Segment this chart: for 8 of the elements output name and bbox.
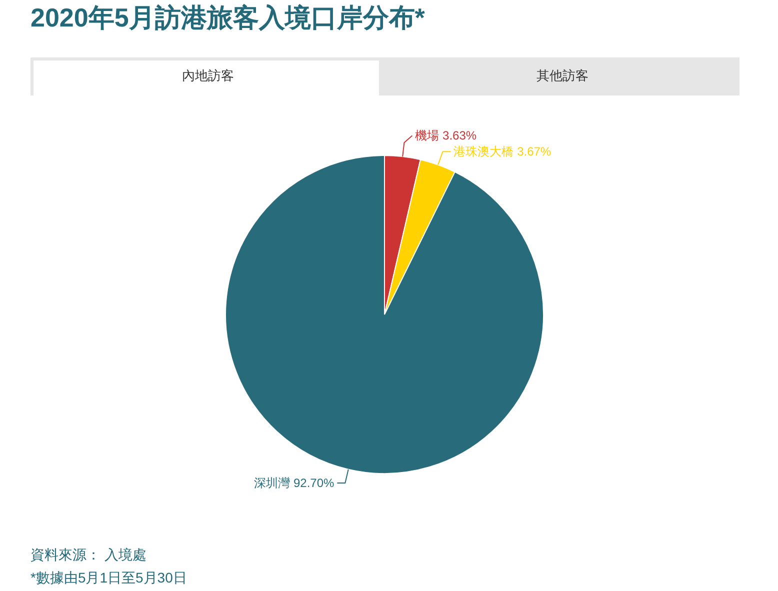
slice-label: 港珠澳大橋 3.67%	[454, 144, 552, 159]
text: 內地訪客	[182, 68, 234, 83]
slice-label: 深圳灣 92.70%	[254, 476, 334, 490]
chart-title: 2020年5月訪港旅客入境口岸分布*	[30, 2, 426, 32]
text: 其他訪客	[536, 68, 588, 83]
text: *數據由5月1日至5月30日	[30, 570, 187, 586]
slice-label: 機場 3.63%	[415, 128, 477, 143]
source-note: 資料來源： 入境處	[30, 546, 146, 562]
